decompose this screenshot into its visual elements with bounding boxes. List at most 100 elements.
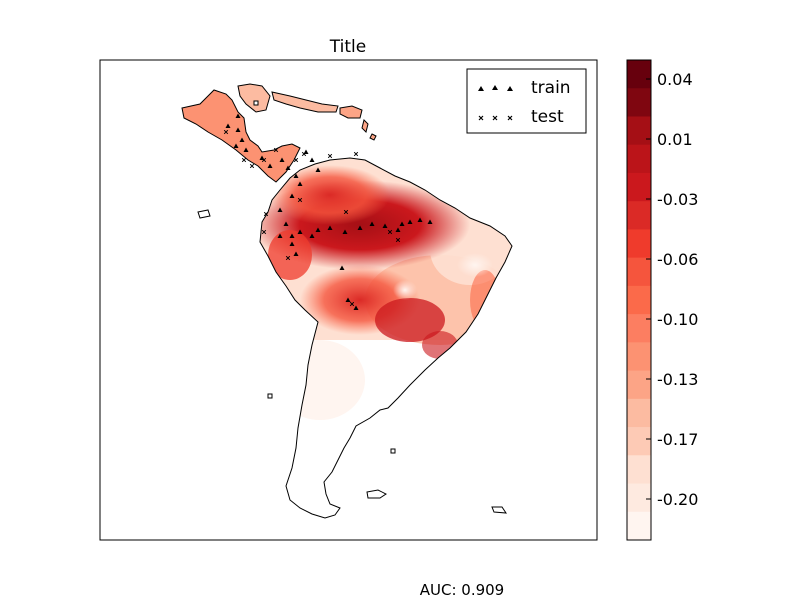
train-marker	[243, 147, 249, 152]
colorbar-band	[627, 370, 651, 400]
train-marker	[327, 225, 333, 230]
train-marker	[297, 181, 303, 186]
test-marker	[301, 151, 307, 157]
colorbar-band	[627, 144, 651, 174]
colorbar-band	[627, 427, 651, 456]
island-marker	[253, 100, 259, 106]
train-marker	[353, 305, 359, 310]
train-marker	[283, 221, 289, 226]
plot-title: Title	[329, 37, 366, 57]
occurrence-markers	[223, 113, 433, 310]
train-marker	[289, 193, 295, 198]
train-marker	[417, 217, 423, 222]
colorbar-band	[627, 398, 651, 428]
train-marker	[342, 229, 348, 234]
legend-label-test: test	[531, 107, 564, 127]
legend-box	[466, 68, 587, 134]
test-marker	[249, 163, 255, 169]
caribbean-islands	[361, 119, 377, 141]
train-marker	[235, 127, 241, 132]
island-marker	[267, 393, 273, 399]
test-marker	[263, 211, 269, 217]
colorbar-band	[627, 257, 651, 287]
train-marker	[277, 233, 283, 238]
test-marker	[387, 229, 393, 235]
train-marker	[315, 227, 321, 232]
colorbar-band	[627, 483, 651, 513]
test-marker	[273, 147, 279, 153]
train-marker	[345, 297, 351, 302]
train-marker	[297, 229, 303, 234]
train-marker	[293, 173, 299, 178]
train-marker	[225, 123, 231, 128]
train-marker	[369, 221, 375, 226]
colorbar-tick-label: 0.01	[657, 130, 693, 149]
colorbar-band	[627, 285, 651, 315]
train-marker	[277, 207, 283, 212]
galapagos-islands	[197, 209, 211, 219]
train-marker	[309, 233, 315, 238]
train-marker	[279, 157, 285, 162]
train-marker	[289, 233, 295, 238]
train-marker	[285, 165, 291, 170]
train-marker	[293, 251, 299, 256]
colorbar-tick-label: -0.13	[657, 370, 698, 389]
colorbar-tick-label: -0.10	[657, 310, 698, 329]
legend-marker-train	[478, 85, 513, 91]
train-marker	[399, 221, 405, 226]
colorbar-band	[627, 201, 651, 230]
train-marker	[395, 227, 401, 232]
central-america-landmass	[181, 89, 301, 183]
test-marker	[349, 301, 355, 307]
colorbar-band	[627, 88, 651, 117]
colorbar-tick-label: -0.03	[657, 190, 698, 209]
colorbar	[626, 59, 652, 541]
colorbar-band	[627, 116, 651, 146]
cuba-landmass	[271, 91, 339, 113]
train-marker	[315, 167, 321, 172]
yucatan-landmass	[237, 83, 271, 113]
train-marker	[233, 143, 239, 148]
test-marker	[297, 197, 303, 203]
test-marker	[261, 229, 267, 235]
legend-label-train: train	[531, 78, 571, 98]
train-marker	[357, 225, 363, 230]
test-marker	[241, 157, 247, 163]
test-marker	[261, 157, 267, 163]
colorbar-tick-label: -0.06	[657, 250, 698, 269]
train-marker	[309, 157, 315, 162]
colorbar-tick-label: -0.20	[657, 490, 698, 509]
hispaniola-landmass	[339, 105, 363, 119]
test-marker	[285, 255, 291, 261]
colorbar-tick-label: 0.04	[657, 70, 693, 89]
train-marker	[235, 113, 241, 118]
colorbar-band	[627, 342, 651, 372]
train-marker	[427, 219, 433, 224]
colorbar-band	[627, 314, 651, 343]
train-marker	[407, 219, 413, 224]
test-marker	[353, 151, 359, 157]
colorbar-band	[627, 511, 651, 541]
falkland-islands	[366, 489, 387, 499]
colorbar-tick-label: -0.17	[657, 430, 698, 449]
legend-marker-test	[478, 115, 513, 121]
colorbar-band	[627, 172, 651, 202]
legend: train test	[466, 68, 587, 134]
test-marker	[327, 153, 333, 159]
test-marker	[223, 129, 229, 135]
auc-label: AUC: 0.909	[420, 581, 504, 599]
colorbar-band	[627, 229, 651, 259]
island-marker	[390, 448, 396, 454]
test-marker	[395, 237, 401, 243]
colorbar-band	[627, 455, 651, 485]
colorbar-ticks: 0.04 0.01 -0.03 -0.06 -0.10 -0.13 -0.17 -0.20	[646, 70, 698, 509]
colorbar-border	[626, 59, 652, 541]
train-marker	[239, 137, 245, 142]
test-marker	[343, 209, 349, 215]
test-marker	[293, 157, 299, 163]
train-marker	[339, 265, 345, 270]
south-america-coastline	[259, 157, 513, 519]
train-marker	[382, 223, 388, 228]
train-marker	[289, 241, 295, 246]
